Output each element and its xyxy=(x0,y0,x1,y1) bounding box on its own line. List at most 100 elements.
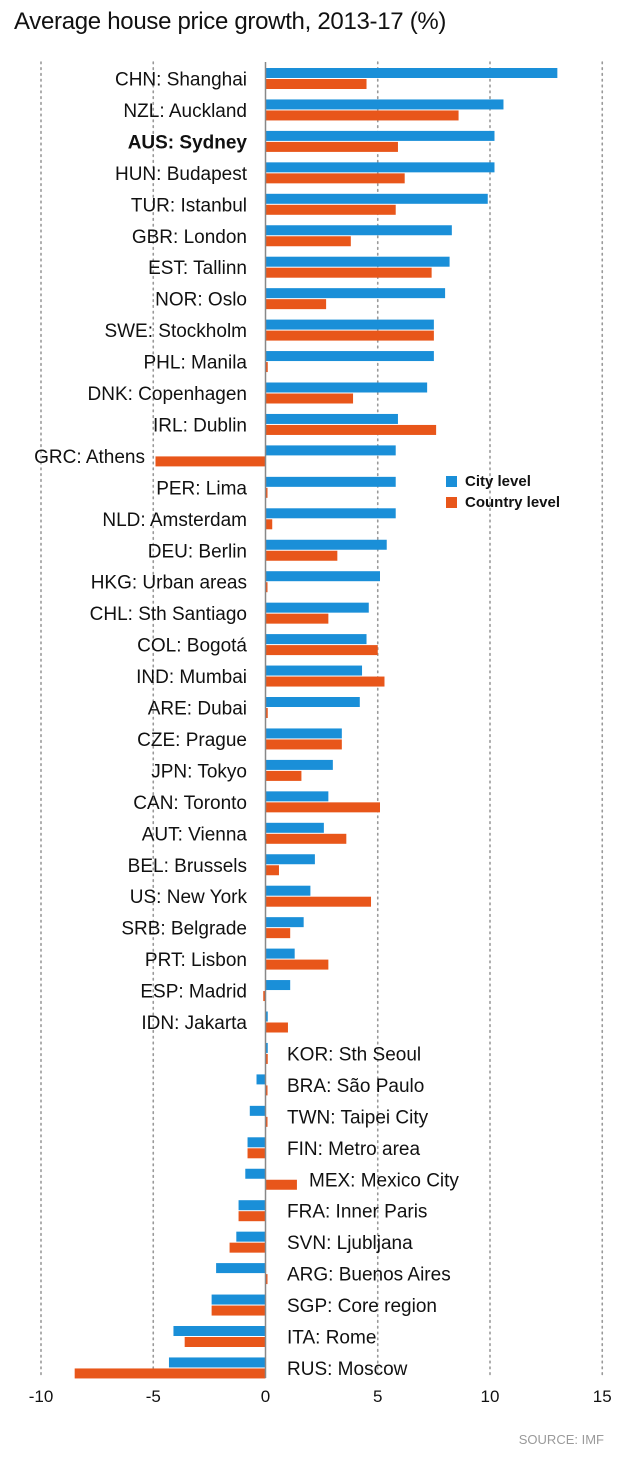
category-label: IND: Mumbai xyxy=(136,667,247,688)
city-bar xyxy=(265,728,342,739)
country-bar xyxy=(184,1337,266,1347)
x-tick-label: -10 xyxy=(29,1387,54,1406)
city-bar xyxy=(247,1137,266,1148)
x-tick-label: 15 xyxy=(593,1387,612,1406)
city-bar xyxy=(265,634,367,645)
country-bar xyxy=(265,959,329,970)
category-label: US: New York xyxy=(130,887,248,908)
category-label: CZE: Prague xyxy=(137,730,247,751)
country-bar xyxy=(265,1053,268,1064)
category-label: TUR: Istanbul xyxy=(131,195,247,216)
city-bar xyxy=(265,665,363,676)
category-label: GBR: London xyxy=(132,227,247,248)
city-bar xyxy=(265,822,324,833)
category-label: AUT: Vienna xyxy=(142,824,248,845)
category-label: EST: Tallinn xyxy=(148,258,247,279)
legend-label-country: Country level xyxy=(465,494,561,511)
chart-title: Average house price growth, 2013-17 (%) xyxy=(14,8,447,35)
city-bar xyxy=(265,193,488,204)
city-bar xyxy=(265,351,434,362)
country-swatch xyxy=(446,497,457,508)
x-tick-label: 5 xyxy=(373,1387,382,1406)
country-bar xyxy=(265,645,378,656)
city-bar xyxy=(265,508,396,519)
country-bar xyxy=(247,1148,266,1159)
city-bar xyxy=(265,791,329,802)
country-bar xyxy=(74,1368,266,1379)
country-bar xyxy=(265,833,347,844)
country-bar xyxy=(265,141,398,152)
city-bar xyxy=(265,476,396,487)
category-label: NLD: Amsterdam xyxy=(102,510,247,531)
city-bar xyxy=(245,1168,266,1179)
city-bar xyxy=(265,1042,268,1053)
country-bar xyxy=(229,1242,266,1253)
category-label: CHN: Shanghai xyxy=(115,70,247,91)
legend: City level Country level xyxy=(446,471,560,513)
country-bar xyxy=(265,928,291,939)
city-bar xyxy=(265,256,450,267)
category-label: BRA: São Paulo xyxy=(287,1076,424,1097)
category-label: KOR: Sth Seoul xyxy=(287,1044,421,1065)
city-bar xyxy=(168,1357,266,1368)
country-bar xyxy=(265,424,437,435)
city-bar xyxy=(173,1326,266,1336)
country-bar xyxy=(265,236,351,247)
city-bar xyxy=(265,539,387,550)
category-labels: CHN: Shanghai NZL: Auckland AUS: Sydney HUN… xyxy=(34,70,459,1380)
city-bar xyxy=(265,99,504,110)
x-axis-ticks: -10 -5 0 5 10 15 xyxy=(29,1387,612,1406)
country-bar xyxy=(265,267,432,278)
category-label: ITA: Rome xyxy=(287,1328,376,1349)
country-bar xyxy=(265,550,338,561)
category-label: BEL: Brussels xyxy=(128,856,247,877)
country-bar xyxy=(155,456,266,467)
country-bar xyxy=(265,865,279,876)
legend-label-city: City level xyxy=(465,473,531,490)
country-bar xyxy=(265,79,367,89)
source-note: SOURCE: IMF xyxy=(518,1432,604,1447)
country-bar xyxy=(265,613,329,624)
x-tick-label: 10 xyxy=(481,1387,500,1406)
legend-item-city: City level xyxy=(446,471,560,492)
city-bar xyxy=(265,948,295,959)
country-bar xyxy=(265,1274,268,1285)
city-bar xyxy=(249,1105,266,1116)
category-label: RUS: Moscow xyxy=(287,1359,408,1380)
city-bar xyxy=(265,68,558,78)
category-label: HKG: Urban areas xyxy=(91,573,247,594)
country-bar xyxy=(265,1022,288,1033)
category-label: SWE: Stockholm xyxy=(104,321,247,342)
x-tick-label: 0 xyxy=(261,1387,270,1406)
country-bar xyxy=(265,393,354,404)
country-bar xyxy=(265,299,327,310)
category-label: NZL: Auckland xyxy=(123,101,247,122)
country-bar xyxy=(265,362,268,373)
city-bar xyxy=(265,288,446,299)
country-bar xyxy=(265,708,268,718)
category-label: HUN: Budapest xyxy=(115,164,248,185)
city-bar xyxy=(265,445,396,456)
city-bar xyxy=(238,1200,266,1211)
country-bar xyxy=(265,1179,297,1190)
city-bar xyxy=(265,854,315,865)
category-label: SVN: Ljubljana xyxy=(287,1233,413,1254)
city-bar xyxy=(265,917,304,928)
city-bar xyxy=(265,759,333,770)
country-bar xyxy=(265,582,268,593)
city-bar xyxy=(236,1231,266,1242)
category-label: GRC: Athens xyxy=(34,447,145,468)
category-label: CAN: Toronto xyxy=(133,793,247,814)
grid-lines xyxy=(40,61,604,1379)
category-label: IRL: Dublin xyxy=(153,415,247,436)
bars xyxy=(74,68,558,1379)
category-label: SRB: Belgrade xyxy=(121,919,247,940)
country-bar xyxy=(265,110,459,121)
country-bar xyxy=(265,1116,268,1127)
category-label: ARG: Buenos Aires xyxy=(287,1265,451,1286)
country-bar xyxy=(265,802,380,813)
category-label: NOR: Oslo xyxy=(155,290,247,311)
category-label: PER: Lima xyxy=(156,478,247,499)
category-label: DNK: Copenhagen xyxy=(88,384,248,405)
